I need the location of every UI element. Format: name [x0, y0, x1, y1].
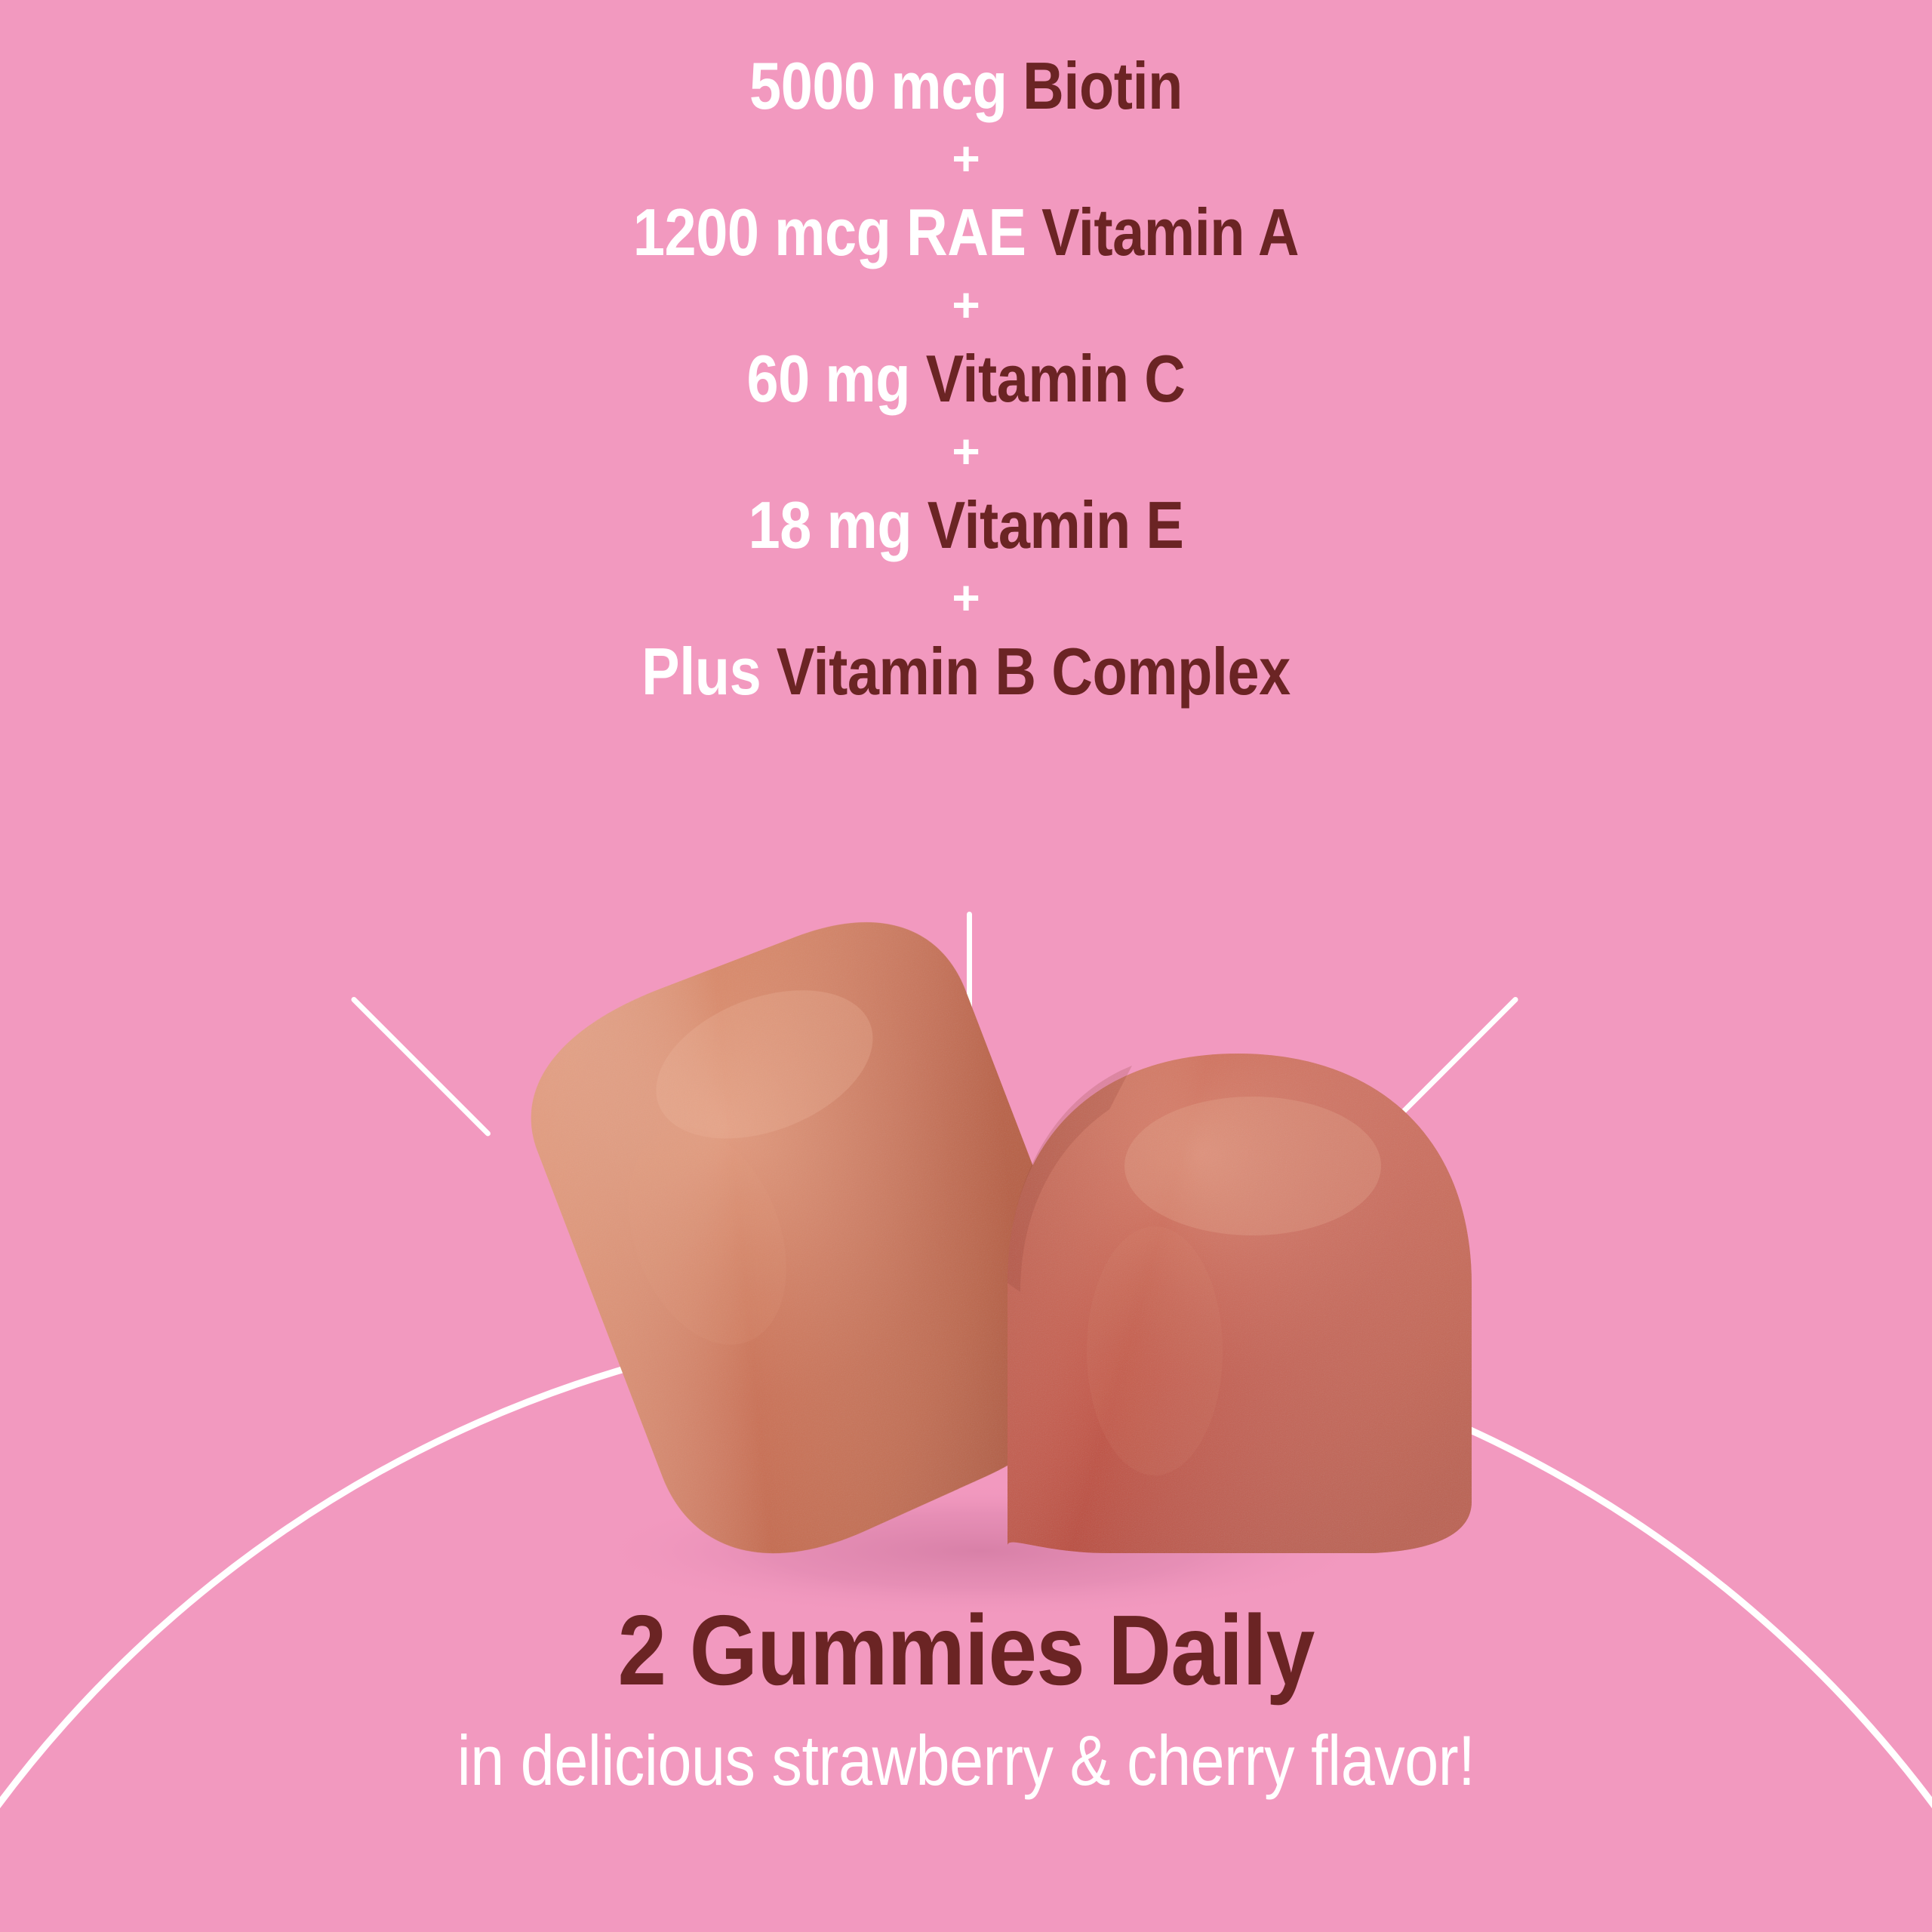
ingredient-row: 5000 mcg Biotin	[135, 45, 1797, 124]
pointer-line-center	[967, 912, 972, 1064]
ingredient-dose: Plus	[641, 634, 777, 709]
footer-text: 2 Gummies Daily in delicious strawberry …	[0, 1595, 1932, 1800]
ingredient-row: Plus Vitamin B Complex	[135, 631, 1797, 709]
ingredient-list: 5000 mcg Biotin + 1200 mcg RAE Vitamin A…	[0, 45, 1932, 709]
plus-separator: +	[952, 131, 980, 186]
plus-separator: +	[952, 278, 980, 332]
ingredient-name: Vitamin E	[927, 488, 1184, 562]
plus-separator: +	[952, 571, 980, 625]
ingredient-name: Vitamin B Complex	[776, 634, 1291, 709]
ingredient-name: Vitamin A	[1041, 195, 1300, 269]
ingredient-row: 18 mg Vitamin E	[135, 485, 1797, 563]
strawberry-gummy	[531, 922, 1094, 1554]
ingredient-row: 60 mg Vitamin C	[135, 338, 1797, 417]
flavor-subtitle: in delicious strawberry & cherry flavor!	[457, 1720, 1475, 1800]
plus-separator: +	[952, 424, 980, 478]
pointer-line-left	[350, 995, 492, 1137]
ingredient-dose: 5000 mcg	[749, 48, 1023, 123]
pointer-line-right	[1377, 995, 1519, 1137]
cherry-gummy	[1008, 1054, 1472, 1553]
ingredient-name: Biotin	[1023, 48, 1183, 123]
ingredient-dose: 1200 mcg RAE	[632, 195, 1042, 269]
ingredient-dose: 18 mg	[748, 488, 928, 562]
ingredient-dose: 60 mg	[746, 341, 926, 416]
ingredient-name: Vitamin C	[925, 341, 1186, 416]
ingredient-row: 1200 mcg RAE Vitamin A	[135, 192, 1797, 270]
headline-dosage: 2 Gummies Daily	[617, 1595, 1315, 1706]
